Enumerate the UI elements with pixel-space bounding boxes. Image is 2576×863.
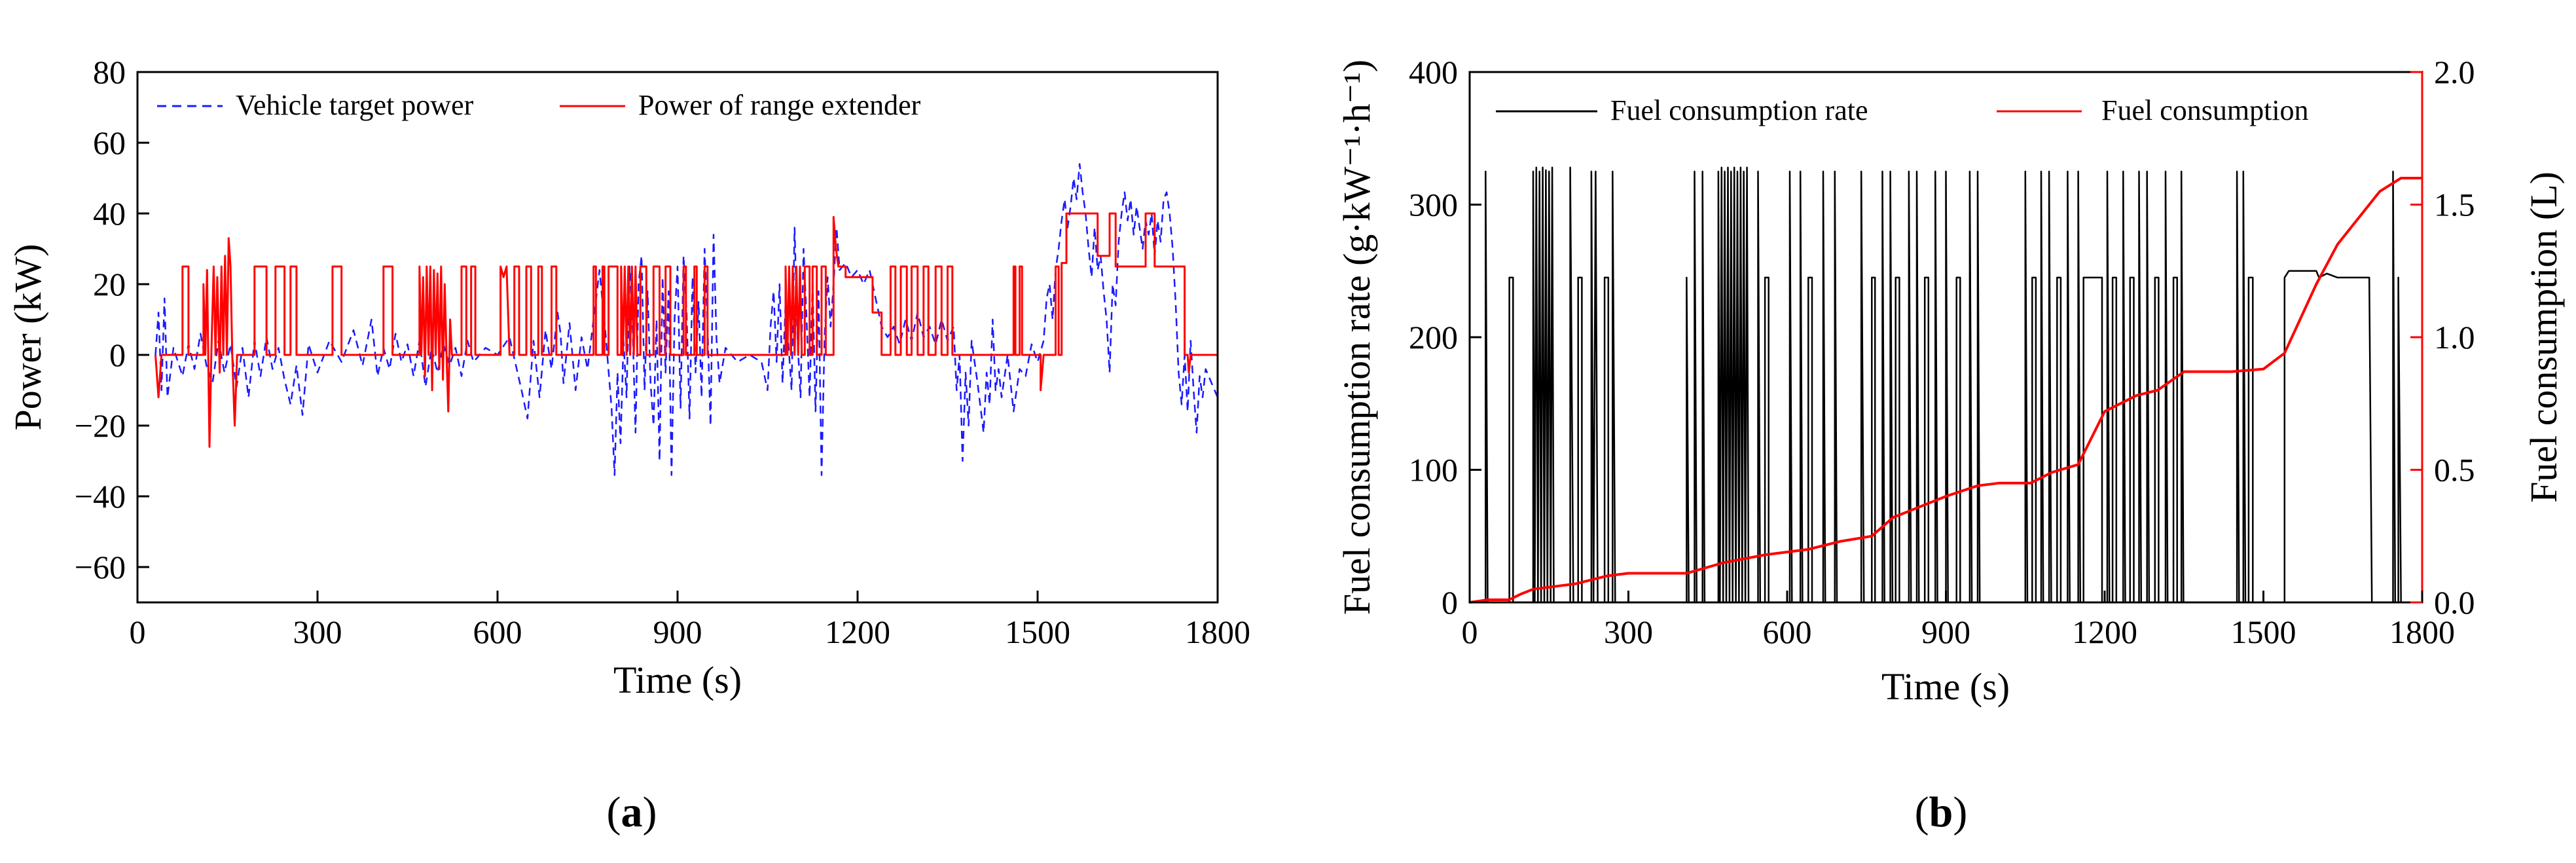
legend-b-label-consumption: Fuel consumption <box>2101 94 2309 126</box>
chart-a-xlabel: Time (s) <box>613 659 742 701</box>
legend-a-label-target-power: Vehicle target power <box>236 89 474 121</box>
chart-b-ytick-label: 100 <box>1409 452 1458 488</box>
chart-a-ytick-label: 60 <box>93 124 126 161</box>
chart-a-series-vehicle-target-power <box>154 163 1219 476</box>
chart-a-ytick-label: 80 <box>93 54 126 90</box>
chart-a: 0 300 600 900 1200 1500 1800 −60 −40 −20 0 20 40 60 80… <box>7 54 1250 836</box>
chart-a-ytick-label: −60 <box>75 549 126 585</box>
chart-a-ytick-label: 0 <box>109 337 126 373</box>
chart-a-xtick-label: 900 <box>653 614 702 650</box>
chart-a-ytick-label: 20 <box>93 266 126 303</box>
chart-b-xtick-label: 900 <box>1921 614 1970 650</box>
chart-b-xtick-label: 1500 <box>2231 614 2296 650</box>
chart-b-y2tick-label: 0.0 <box>2434 584 2475 621</box>
chart-a-xtick-label: 0 <box>130 614 146 650</box>
chart-a-ytick-label: −20 <box>75 407 126 444</box>
chart-a-xtick-label: 1800 <box>1185 614 1250 650</box>
chart-a-xtick-label: 600 <box>473 614 522 650</box>
chart-b: 0 300 600 900 1200 1500 1800 0 100 200 300 400 0.0 0.… <box>1335 54 2565 836</box>
panel-label-a: (a) <box>607 788 657 836</box>
chart-a-xtick-label: 1500 <box>1005 614 1070 650</box>
legend-a-label-range-extender: Power of range extender <box>638 89 921 121</box>
chart-a-xtick-label: 1200 <box>825 614 890 650</box>
chart-b-ylabel: Fuel consumption rate (g·kW⁻¹·h⁻¹) <box>1335 60 1378 615</box>
chart-b-y2tick-label: 1.5 <box>2434 187 2475 223</box>
chart-b-ytick-label: 300 <box>1409 187 1458 223</box>
chart-b-legend: Fuel consumption rate Fuel consumption <box>1496 94 2309 126</box>
chart-a-ytick-label: −40 <box>75 478 126 515</box>
chart-a-ylabel: Power (kW) <box>7 244 49 430</box>
chart-b-ytick-label: 400 <box>1409 54 1458 90</box>
chart-b-xtick-label: 0 <box>1462 614 1478 650</box>
chart-a-ytick-label: 40 <box>93 195 126 232</box>
chart-b-series-fuel-consumption <box>1469 177 2422 604</box>
chart-b-y2tick-label: 2.0 <box>2434 54 2475 90</box>
chart-a-xtick-label: 300 <box>293 614 342 650</box>
chart-b-ytick-label: 200 <box>1409 319 1458 356</box>
chart-a-legend: Vehicle target power Power of range exte… <box>157 89 921 121</box>
chart-b-y2tick-label: 1.0 <box>2434 319 2475 356</box>
chart-b-xlabel: Time (s) <box>1881 665 2010 708</box>
chart-b-xtick-label: 300 <box>1604 614 1653 650</box>
chart-b-y2tick-label: 0.5 <box>2434 452 2475 488</box>
chart-b-y2label: Fuel consumption (L) <box>2522 172 2565 503</box>
chart-a-series-range-extender-power <box>154 212 1218 448</box>
chart-b-xtick-label: 600 <box>1763 614 1812 650</box>
chart-b-xtick-label: 1800 <box>2389 614 2455 650</box>
legend-b-label-rate: Fuel consumption rate <box>1610 94 1868 126</box>
chart-b-xtick-label: 1200 <box>2072 614 2137 650</box>
chart-b-ytick-label: 0 <box>1442 584 1458 621</box>
panel-label-b: (b) <box>1915 788 1968 836</box>
